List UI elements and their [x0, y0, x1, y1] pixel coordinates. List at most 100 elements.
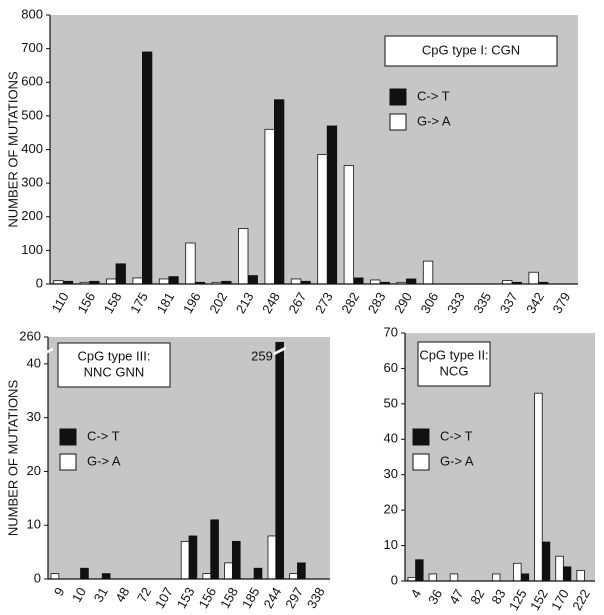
bar [267, 535, 277, 580]
bar [520, 573, 530, 582]
x-tick-label: 36 [425, 587, 445, 607]
x-tick-label: 213 [233, 290, 257, 316]
y-tick-label: 0 [391, 572, 398, 587]
x-tick-label: 153 [174, 585, 198, 611]
chart-title: CpG type II: [419, 347, 488, 362]
bar [50, 573, 60, 580]
x-tick-label: 47 [446, 587, 466, 607]
y-tick-label: 30 [27, 409, 41, 424]
x-tick-label: 222 [569, 587, 593, 613]
bar [576, 569, 585, 582]
bar [273, 99, 285, 285]
x-tick-label: 185 [239, 585, 263, 611]
x-tick-label: 10 [69, 585, 89, 605]
x-tick-label: 297 [282, 585, 306, 611]
bar [168, 276, 179, 285]
x-tick-label: 152 [527, 587, 551, 613]
x-tick-label: 4 [408, 587, 425, 601]
y-tick-label: 0 [34, 570, 41, 585]
bar [247, 275, 258, 285]
x-tick-label: 335 [470, 290, 494, 316]
bar [370, 279, 381, 285]
bar [289, 573, 298, 580]
chart-title: CpG type III: [78, 348, 151, 363]
chart-title: NCG [440, 363, 469, 378]
legend-swatch [389, 88, 407, 106]
legend-swatch [59, 453, 77, 471]
x-tick-label: 156 [74, 290, 98, 316]
bar [541, 541, 551, 582]
bar [238, 228, 249, 285]
x-tick-label: 82 [467, 587, 487, 607]
legend-swatch [412, 453, 430, 471]
bar [158, 278, 170, 285]
y-tick-label: 100 [21, 242, 43, 257]
bar [562, 566, 572, 582]
legend-label: G-> A [417, 113, 451, 128]
bar [132, 277, 143, 285]
y-tick-label: 600 [21, 74, 43, 89]
bar [202, 573, 212, 580]
x-tick-label: 48 [112, 585, 132, 605]
x-tick-label: 337 [497, 290, 521, 316]
x-tick-label: 267 [286, 290, 310, 316]
x-tick-label: 273 [312, 290, 336, 316]
legend-label: G-> A [87, 453, 121, 468]
chart-title: NNC GNN [84, 364, 145, 379]
axis-break [43, 347, 53, 356]
y-tick-label: 500 [21, 107, 43, 122]
x-tick-label: 333 [444, 290, 468, 316]
y-tick-label: 40 [27, 355, 41, 370]
bar [275, 341, 284, 580]
x-tick-label: 196 [180, 290, 204, 316]
y-axis-label: NUMBER OF MUTATIONS [5, 71, 20, 228]
x-tick-label: 248 [259, 290, 283, 316]
x-tick-label: 282 [338, 290, 362, 316]
x-tick-label: 175 [127, 290, 151, 316]
bar [317, 154, 328, 285]
y-tick-label: 10 [384, 537, 398, 552]
bar [106, 278, 117, 285]
axis-break [273, 346, 286, 356]
bar [353, 277, 364, 285]
bar [80, 567, 89, 580]
x-tick-label: 170 [548, 587, 572, 613]
bar [297, 562, 306, 580]
title-box [417, 341, 491, 387]
bar [449, 573, 459, 582]
bar [231, 540, 241, 580]
bar [555, 555, 564, 582]
x-tick-label: 31 [91, 585, 111, 605]
x-tick-label: 110 [48, 290, 71, 315]
bar [290, 278, 302, 285]
x-tick-label: 244 [261, 585, 285, 611]
bar [428, 573, 438, 582]
bar [422, 260, 434, 285]
x-tick-label: 107 [152, 585, 176, 611]
bar [115, 263, 126, 285]
bar [528, 271, 539, 285]
bar [185, 242, 196, 285]
x-tick-label: 306 [418, 290, 442, 316]
y-tick-label: 300 [21, 175, 43, 190]
x-tick-label: 125 [506, 587, 530, 613]
bar [141, 51, 153, 285]
bar [180, 540, 190, 580]
bar [188, 535, 198, 580]
y-axis-label: NUMBER OF MUTATIONS [5, 380, 20, 537]
x-tick-label: 72 [134, 585, 154, 605]
y-tick-label: 800 [21, 6, 43, 21]
title-box [57, 342, 171, 388]
legend-label: C-> T [417, 88, 450, 103]
y-tick-label: 700 [21, 40, 43, 55]
y-tick-label: 30 [384, 466, 398, 481]
y-tick-label: 20 [384, 502, 398, 517]
legend-swatch [59, 428, 77, 446]
bar [101, 573, 111, 580]
legend-label: G-> A [440, 453, 474, 468]
legend-label: C-> T [440, 428, 473, 443]
x-tick-label: 158 [101, 290, 125, 316]
chart-title: CpG type I: CGN [422, 42, 520, 57]
y-tick-label: 200 [21, 208, 43, 223]
y-tick-label: 20 [27, 463, 41, 478]
